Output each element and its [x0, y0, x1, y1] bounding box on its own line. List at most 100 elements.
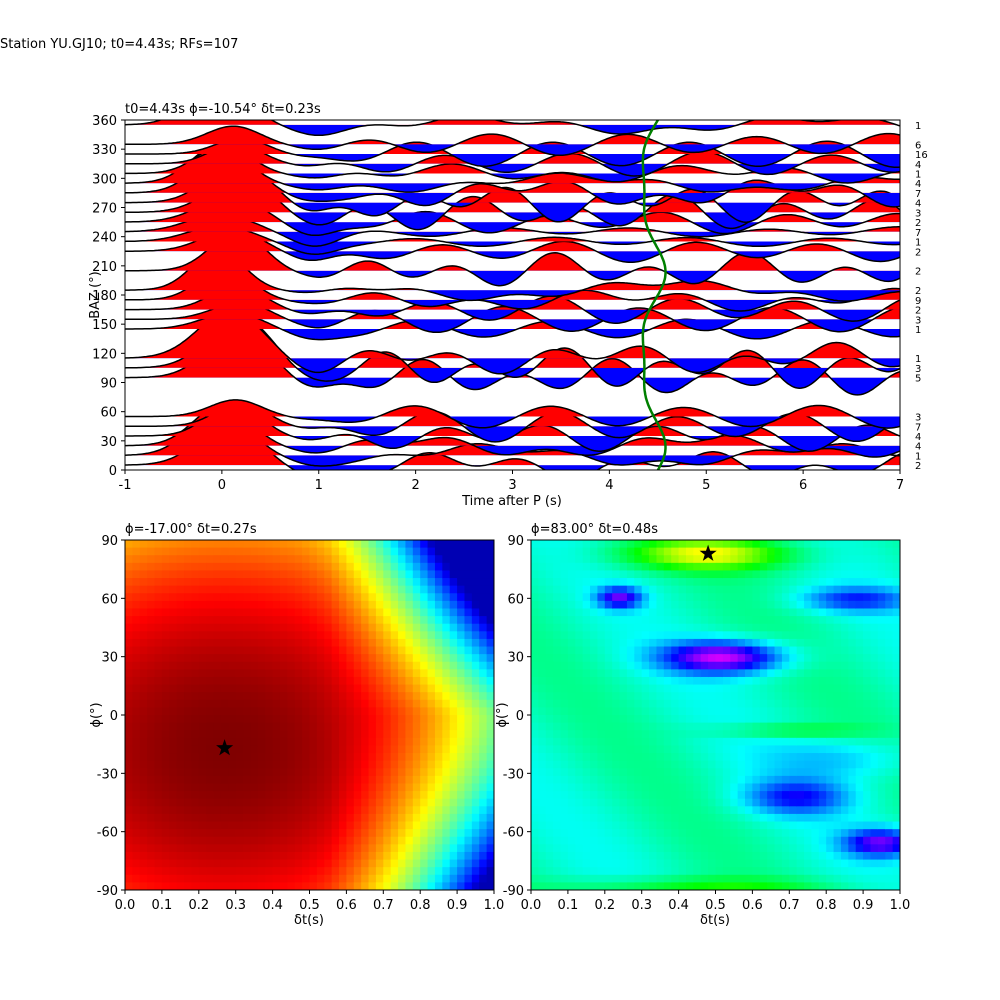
- heatmap-cell: [471, 844, 480, 853]
- heatmap-cell: [597, 562, 606, 572]
- heatmap-cell: [597, 791, 606, 800]
- heatmap-cell: [147, 715, 156, 724]
- heatmap-cell: [612, 867, 621, 876]
- heatmap-cell: [125, 623, 133, 632]
- heatmap-cell: [132, 806, 141, 815]
- heatmap-cell: [604, 540, 613, 549]
- heatmap-cell: [567, 608, 576, 617]
- heatmap-cell: [678, 699, 687, 708]
- heatmap-cell: [715, 570, 724, 579]
- heatmap-cell: [575, 874, 584, 883]
- heatmap-cell: [877, 578, 886, 587]
- heatmap-cell: [833, 836, 842, 845]
- heatmap-cell: [626, 676, 635, 686]
- heatmap-cell: [294, 775, 303, 785]
- heatmap-cell: [353, 631, 362, 640]
- heatmap-cell: [176, 859, 185, 868]
- heatmap-cell: [331, 570, 340, 579]
- heatmap-cell: [272, 813, 281, 823]
- heatmap-cell: [434, 851, 443, 861]
- heatmap-cell: [272, 859, 281, 868]
- heatmap-cell: [228, 616, 237, 625]
- heatmap-cell: [176, 806, 185, 815]
- heatmap-cell: [125, 585, 133, 594]
- heatmap-cell: [590, 813, 599, 823]
- rf-trace-count: 1: [915, 238, 921, 249]
- heatmap-cell: [826, 798, 835, 807]
- heatmap-cell: [641, 821, 650, 830]
- heatmap-cell: [781, 829, 790, 838]
- heatmap-cell: [804, 768, 813, 777]
- heatmap-cell: [125, 737, 133, 747]
- heatmap-cell: [405, 775, 414, 785]
- heatmap-cell: [877, 623, 886, 632]
- heatmap-cell: [471, 737, 480, 747]
- heatmap-cell: [331, 859, 340, 868]
- heatmap-cell: [685, 654, 694, 663]
- heatmap-cell: [132, 638, 141, 648]
- heatmap-cell: [700, 654, 709, 663]
- heatmap-cell: [885, 821, 894, 830]
- heatmap-cell: [412, 616, 421, 625]
- rf-trace-positive-fill: [125, 286, 900, 310]
- heatmap-cell: [715, 676, 724, 686]
- heatmap-cell: [855, 715, 864, 724]
- heatmap-cell: [383, 753, 392, 762]
- heatmap-cell: [250, 669, 259, 678]
- heatmap-cell: [265, 547, 274, 556]
- heatmap-cell: [176, 813, 185, 823]
- heatmap-cell: [877, 768, 886, 777]
- heatmap-cell: [390, 745, 399, 754]
- heatmap-cell: [361, 623, 370, 632]
- heatmap-cell: [737, 623, 746, 632]
- heatmap-cell: [745, 631, 753, 640]
- heatmap-cell: [464, 722, 473, 731]
- heatmap-cell: [715, 768, 724, 777]
- heatmap-cell: [316, 745, 325, 754]
- heatmap-cell: [132, 555, 141, 564]
- heatmap-cell: [855, 844, 864, 853]
- heatmap-cell: [324, 791, 333, 800]
- heatmap-cell: [826, 806, 835, 815]
- rf-trace-negative-fill: [125, 377, 900, 395]
- heatmap-cell: [220, 775, 229, 785]
- heatmap-cell: [184, 768, 193, 777]
- heatmap-cell: [191, 859, 200, 868]
- heatmap-cell: [479, 661, 488, 670]
- heatmap-cell: [191, 707, 200, 716]
- heatmap-cell: [656, 859, 665, 868]
- heatmap-cell: [531, 654, 539, 663]
- heatmap-cell: [612, 684, 621, 693]
- heatmap-cell: [745, 585, 753, 594]
- heatmap-cell: [612, 874, 621, 883]
- heatmap-cell: [457, 646, 466, 655]
- heatmap-cell: [612, 829, 621, 838]
- heatmap-cell: [309, 593, 318, 602]
- heatmap-cell: [759, 753, 768, 762]
- heatmap-cell: [604, 654, 613, 663]
- heatmap-cell: [708, 829, 717, 838]
- heatmap-cell: [604, 692, 613, 701]
- heatmap-cell: [649, 730, 658, 739]
- heatmap-cell: [449, 684, 458, 693]
- heatmap-cell: [287, 791, 296, 800]
- heatmap-cell: [464, 593, 473, 602]
- heatmap-cell: [870, 867, 879, 876]
- heatmap-cell: [235, 806, 244, 815]
- heatmap-cell: [855, 806, 864, 815]
- heatmap-cell: [693, 638, 702, 648]
- heatmap-cell: [538, 562, 547, 572]
- heatmap-cell: [663, 783, 672, 792]
- heatmap-cell: [346, 654, 355, 663]
- x-tick-label: 0.3: [631, 898, 652, 913]
- heatmap-cell: [346, 722, 355, 731]
- rf-trace-positive-fill: [125, 126, 900, 145]
- heatmap-cell: [154, 851, 163, 861]
- heatmap-cell: [560, 570, 569, 579]
- heatmap-cell: [840, 684, 849, 693]
- heatmap-cell: [449, 715, 458, 724]
- heatmap-cell: [471, 631, 480, 640]
- heatmap-cell: [457, 608, 466, 617]
- heatmap-cell: [265, 638, 274, 648]
- heatmap-cell: [671, 806, 680, 815]
